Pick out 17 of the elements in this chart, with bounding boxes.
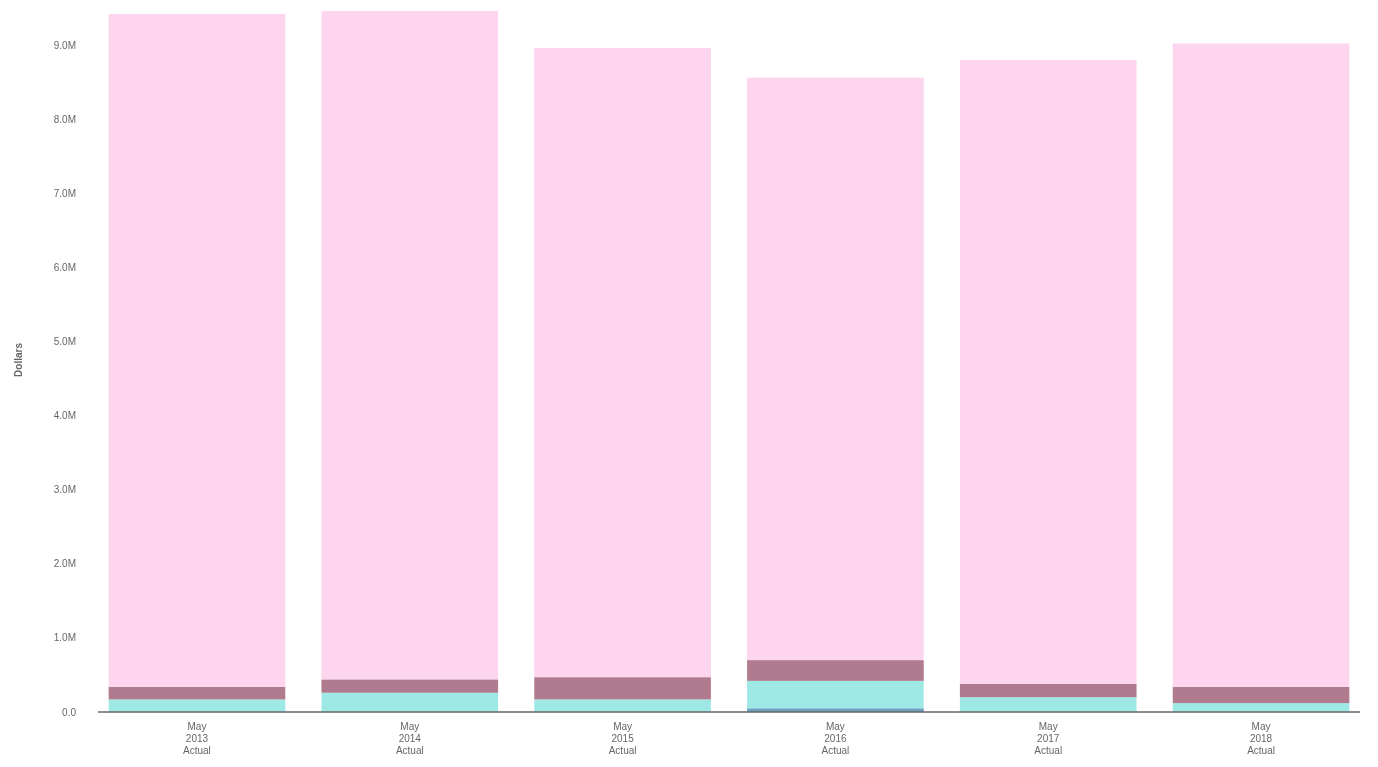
y-tick-label: 6.0M bbox=[53, 261, 76, 273]
y-tick-label: 2.0M bbox=[53, 558, 76, 570]
x-tick-label: May 2016 Actual bbox=[821, 721, 850, 756]
y-axis-title: Dollars bbox=[13, 342, 24, 377]
y-tick-label: 8.0M bbox=[53, 113, 76, 125]
x-tick-label: May 2014 Actual bbox=[395, 721, 424, 756]
y-tick-label: 0.0 bbox=[62, 706, 77, 718]
x-tick-label: May 2015 Actual bbox=[608, 721, 637, 756]
y-tick-label: 7.0M bbox=[53, 187, 76, 199]
x-tick-label: May 2017 Actual bbox=[1034, 721, 1063, 756]
x-tick-label: May 2018 Actual bbox=[1247, 721, 1275, 756]
y-tick-label: 3.0M bbox=[53, 484, 76, 496]
y-tick-label: 9.0M bbox=[53, 39, 76, 51]
y-tick-label: 1.0M bbox=[53, 632, 76, 644]
x-tick-label: May 2013 Actual bbox=[183, 721, 211, 756]
y-tick-label: 4.0M bbox=[53, 410, 76, 422]
y-tick-label: 5.0M bbox=[53, 335, 76, 347]
